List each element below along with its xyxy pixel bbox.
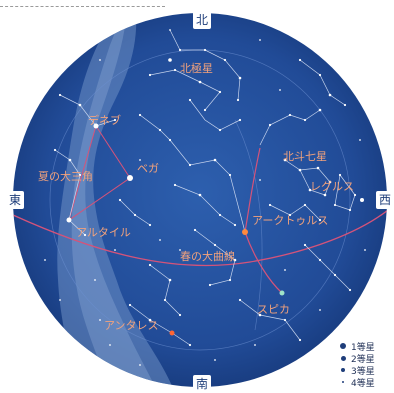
dashed-rule	[0, 6, 165, 7]
label-spica: スピカ	[257, 303, 290, 316]
legend-dot-icon	[340, 355, 346, 361]
label-vega: ベガ	[137, 162, 159, 175]
regulus-star	[360, 198, 364, 202]
legend-label: 4等星	[351, 378, 375, 389]
cardinal-west: 西	[376, 191, 394, 209]
legend-dot-icon	[341, 368, 345, 372]
cardinal-north: 北	[193, 11, 211, 29]
label-regulus: レグルス	[310, 179, 354, 193]
label-antares: アンタレス	[104, 319, 159, 332]
spica-star	[279, 290, 285, 296]
label-big-dipper: 北斗七星	[283, 150, 327, 163]
legend-dot-icon	[341, 380, 345, 384]
legend-dot-icon	[340, 343, 346, 349]
legend-label: 3等星	[351, 366, 375, 377]
legend-row-mag3: 3等星	[340, 364, 394, 377]
label-deneb: デネブ	[88, 113, 121, 127]
label-arcturus: アークトゥルス	[252, 214, 328, 227]
cardinal-south: 南	[193, 375, 211, 393]
legend-label: 2等星	[351, 354, 375, 365]
arcturus-star	[242, 229, 248, 235]
vega-star	[127, 175, 133, 181]
label-summer-triangle: 夏の大三角	[38, 169, 93, 183]
summer-triangle-lines	[68, 124, 131, 222]
legend-row-mag4: 4等星	[340, 376, 394, 389]
deneb-star	[93, 123, 99, 129]
label-altair: アルタイル	[76, 226, 131, 239]
legend-row-mag1: 1等星	[340, 340, 394, 353]
cardinal-east: 東	[6, 191, 24, 209]
meridian-guide	[234, 119, 263, 331]
label-polaris: 北極星	[180, 61, 213, 75]
polaris-star	[168, 58, 172, 62]
altair-star	[66, 217, 72, 223]
legend-row-mag2: 2等星	[340, 352, 394, 365]
magnitude-legend: 1等星 2等星 3等星 4等星	[340, 340, 394, 389]
milky-way-core	[71, 13, 158, 387]
stars-faint	[44, 29, 366, 366]
antares-star	[169, 330, 175, 336]
legend-label: 1等星	[351, 342, 375, 353]
milky-way	[57, 13, 175, 387]
label-spring-curve: 春の大曲線	[180, 249, 235, 263]
ecliptic-line	[13, 209, 387, 267]
